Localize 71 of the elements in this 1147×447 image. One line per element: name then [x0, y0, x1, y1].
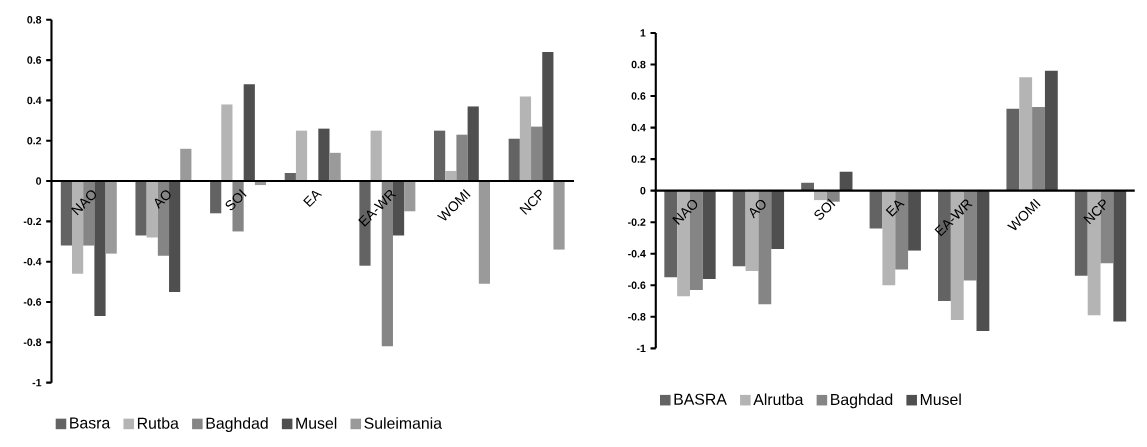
- bar: [370, 130, 382, 181]
- bar: [94, 180, 106, 316]
- y-tick-label: 0.4: [631, 123, 646, 132]
- bar: [908, 190, 921, 251]
- y-tick-label: -0.2: [628, 218, 646, 226]
- bar: [243, 84, 255, 181]
- y-tick-label: 0.8: [631, 60, 646, 69]
- bar: [180, 148, 192, 181]
- y-tick-label: -0.8: [628, 312, 646, 321]
- x-tick-label: SOI: [814, 198, 836, 220]
- y-tick-label: 0: [640, 186, 646, 195]
- bar: [434, 130, 446, 181]
- bar: [542, 51, 554, 181]
- legend-label: Alrutba: [753, 393, 804, 405]
- legend-label: Rutba: [137, 417, 179, 429]
- bar: [1006, 108, 1020, 191]
- bar: [976, 190, 990, 331]
- y-tick-label: -0.4: [628, 249, 646, 258]
- y-tick-label: -1: [32, 378, 42, 387]
- bar: [467, 106, 479, 181]
- y-tick-label: -0.6: [628, 281, 646, 289]
- y-tick-label: 0: [36, 177, 42, 185]
- x-tick-label: AO: [154, 190, 171, 209]
- y-tick-label: 0.6: [631, 92, 646, 100]
- legend-label: Baghdad: [206, 417, 268, 432]
- y-tick-label: 0.2: [631, 155, 646, 163]
- bar: [318, 128, 330, 181]
- y-tick-label: -0.8: [23, 338, 42, 346]
- bar: [221, 104, 233, 181]
- bar: [60, 180, 72, 246]
- legend-label: Basra: [70, 417, 111, 429]
- bar: [404, 180, 416, 212]
- bar: [732, 190, 746, 267]
- bar: [508, 138, 520, 181]
- bar: [329, 152, 341, 181]
- y-tick-label: 0.4: [27, 96, 42, 105]
- bar: [169, 180, 181, 292]
- y-tick-label: 1: [640, 29, 646, 37]
- y-tick-label: -1: [636, 344, 646, 352]
- x-tick-label: EA: [885, 200, 905, 217]
- x-tick-label: AO: [749, 199, 766, 219]
- bar: [295, 130, 308, 181]
- y-tick-label: -0.6: [23, 298, 42, 306]
- bar: [1032, 106, 1045, 191]
- bar: [135, 180, 147, 236]
- bar: [456, 134, 468, 181]
- y-tick-label: 0.2: [27, 136, 42, 145]
- legend-label: Suleimania: [364, 417, 442, 429]
- x-tick-label: EA: [303, 190, 323, 207]
- bar: [1113, 190, 1127, 322]
- bar: [553, 180, 565, 250]
- bar: [702, 190, 716, 279]
- legend-label: Musel: [920, 393, 961, 405]
- y-tick-label: 0.6: [27, 56, 42, 64]
- bar: [157, 180, 170, 256]
- y-tick-label: -0.4: [23, 257, 42, 266]
- legend-label: Baghdad: [831, 393, 893, 409]
- legend-label: Musel: [296, 417, 337, 429]
- bar: [771, 190, 785, 249]
- bar: [105, 180, 117, 254]
- x-tick-label: SOI: [225, 188, 247, 211]
- legend-label: BASRA: [674, 393, 727, 405]
- bar: [210, 180, 222, 214]
- y-tick-label: -0.2: [23, 217, 42, 225]
- bar: [478, 180, 490, 284]
- y-tick-label: 0.8: [27, 15, 42, 24]
- bar: [801, 182, 815, 191]
- bar: [519, 96, 532, 181]
- bar: [1044, 70, 1058, 191]
- bar: [1019, 76, 1033, 191]
- bar: [531, 126, 543, 181]
